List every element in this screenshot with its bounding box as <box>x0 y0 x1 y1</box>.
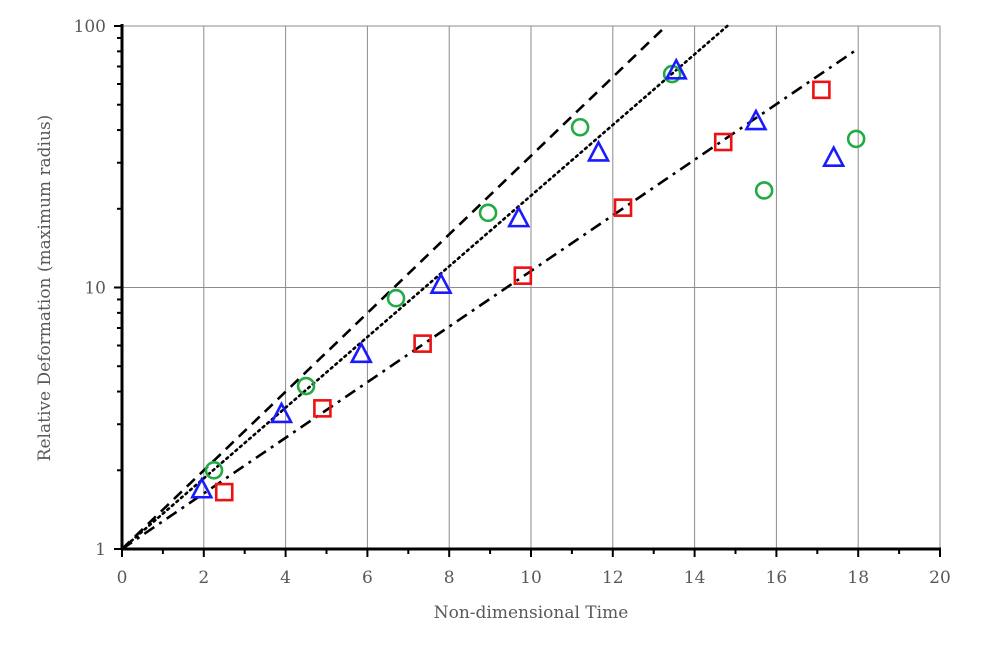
triangle-point <box>744 108 768 131</box>
x-tick-label: 6 <box>362 568 373 588</box>
x-tick-label: 18 <box>847 568 869 588</box>
square-point <box>214 482 234 502</box>
fit-line-dotted <box>120 24 729 551</box>
x-tick-label: 2 <box>198 568 209 588</box>
circle-point <box>846 129 866 149</box>
x-tick-label: 0 <box>117 568 128 588</box>
fit-line-dash-dot <box>121 47 859 551</box>
x-tick-label: 10 <box>520 568 542 588</box>
triangle-point <box>429 271 453 294</box>
x-tick-label: 16 <box>766 568 788 588</box>
triangle-point <box>664 57 688 80</box>
triangle-point <box>349 341 373 364</box>
circle-point <box>386 288 406 308</box>
x-tick-label: 14 <box>684 568 706 588</box>
circle-point <box>570 117 590 137</box>
triangle-point <box>507 205 531 228</box>
square-point <box>812 80 831 100</box>
x-tick-label: 20 <box>929 568 951 588</box>
fit-lines <box>120 24 859 551</box>
square-point <box>713 132 733 152</box>
data-points <box>190 57 866 502</box>
triangle-point <box>586 139 611 162</box>
square-point <box>413 334 432 353</box>
x-tick-label: 12 <box>602 568 624 588</box>
triangle-point <box>269 401 294 424</box>
circle-point <box>204 460 224 480</box>
y-tick-label: 1 <box>95 540 106 560</box>
tick-labels: 0 2 4 6 8 10 12 14 16 18 20 1 10 100 <box>74 17 951 588</box>
circle-point <box>754 181 774 200</box>
square-point <box>313 399 332 418</box>
triangle-point <box>190 476 214 499</box>
grid <box>122 25 941 549</box>
y-axis-title: Relative Deformation (maximum radius) <box>35 115 55 462</box>
x-tick-label: 4 <box>280 568 291 588</box>
axes <box>114 24 941 557</box>
triangle-point <box>822 144 846 167</box>
square-point <box>513 266 533 285</box>
x-axis-title: Non-dimensional Time <box>434 603 629 623</box>
circle-point <box>296 376 316 396</box>
circle-point <box>478 203 498 223</box>
square-point <box>613 198 633 217</box>
y-tick-label: 100 <box>74 17 106 37</box>
x-tick-label: 8 <box>444 568 455 588</box>
y-tick-label: 10 <box>84 279 106 299</box>
